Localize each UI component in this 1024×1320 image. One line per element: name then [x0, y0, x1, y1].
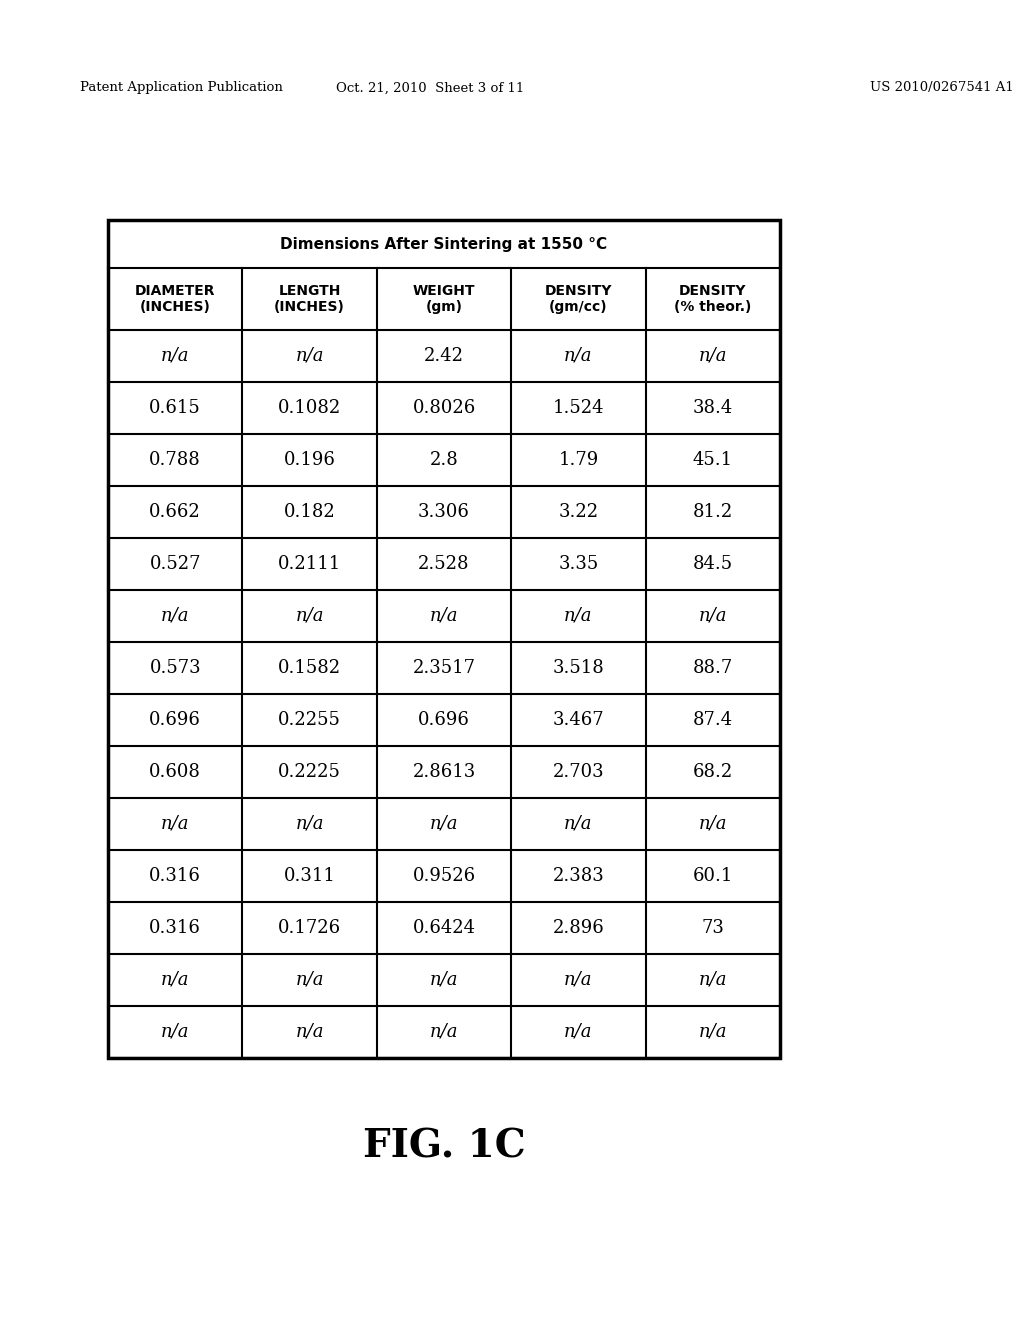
Text: 88.7: 88.7: [692, 659, 733, 677]
Text: 0.573: 0.573: [150, 659, 201, 677]
Text: n/a: n/a: [161, 814, 189, 833]
Text: 0.696: 0.696: [418, 711, 470, 729]
Text: n/a: n/a: [430, 972, 459, 989]
Text: 0.662: 0.662: [150, 503, 201, 521]
Text: 3.467: 3.467: [553, 711, 604, 729]
Text: 68.2: 68.2: [692, 763, 733, 781]
Text: 0.6424: 0.6424: [413, 919, 475, 937]
Text: 2.42: 2.42: [424, 347, 464, 366]
Text: 0.788: 0.788: [150, 451, 201, 469]
Text: 45.1: 45.1: [693, 451, 733, 469]
Text: Dimensions After Sintering at 1550 °C: Dimensions After Sintering at 1550 °C: [281, 236, 607, 252]
Text: 0.311: 0.311: [284, 867, 336, 884]
Text: US 2010/0267541 A1: US 2010/0267541 A1: [870, 82, 1014, 95]
Text: 0.196: 0.196: [284, 451, 336, 469]
Text: 0.615: 0.615: [150, 399, 201, 417]
Text: 0.608: 0.608: [150, 763, 201, 781]
Text: 0.2225: 0.2225: [279, 763, 341, 781]
Text: n/a: n/a: [698, 347, 727, 366]
Text: 0.2111: 0.2111: [278, 554, 341, 573]
Text: 0.182: 0.182: [284, 503, 336, 521]
Text: 0.2255: 0.2255: [279, 711, 341, 729]
Text: 81.2: 81.2: [692, 503, 733, 521]
Text: 84.5: 84.5: [693, 554, 733, 573]
Text: 2.703: 2.703: [553, 763, 604, 781]
Text: Oct. 21, 2010  Sheet 3 of 11: Oct. 21, 2010 Sheet 3 of 11: [336, 82, 524, 95]
Text: 3.306: 3.306: [418, 503, 470, 521]
Text: 87.4: 87.4: [693, 711, 733, 729]
Text: 0.1582: 0.1582: [279, 659, 341, 677]
Text: n/a: n/a: [430, 607, 459, 624]
Bar: [108, 220, 780, 1059]
Text: 3.35: 3.35: [558, 554, 598, 573]
Text: n/a: n/a: [430, 814, 459, 833]
Text: DENSITY
(gm/cc): DENSITY (gm/cc): [545, 284, 612, 314]
Text: n/a: n/a: [564, 607, 593, 624]
Text: n/a: n/a: [564, 347, 593, 366]
Text: 0.527: 0.527: [150, 554, 201, 573]
Text: n/a: n/a: [564, 1023, 593, 1041]
Text: n/a: n/a: [698, 814, 727, 833]
Text: n/a: n/a: [295, 607, 324, 624]
Text: 0.316: 0.316: [150, 867, 201, 884]
Text: 60.1: 60.1: [692, 867, 733, 884]
Text: n/a: n/a: [564, 972, 593, 989]
Text: 2.896: 2.896: [553, 919, 604, 937]
Text: n/a: n/a: [161, 347, 189, 366]
Text: 0.9526: 0.9526: [413, 867, 475, 884]
Text: n/a: n/a: [564, 814, 593, 833]
Text: LENGTH
(INCHES): LENGTH (INCHES): [274, 284, 345, 314]
Text: 1.79: 1.79: [558, 451, 598, 469]
Text: DENSITY
(% theor.): DENSITY (% theor.): [674, 284, 752, 314]
Text: 2.3517: 2.3517: [413, 659, 475, 677]
Text: 2.8613: 2.8613: [413, 763, 475, 781]
Text: n/a: n/a: [295, 972, 324, 989]
Text: n/a: n/a: [295, 1023, 324, 1041]
Text: DIAMETER
(INCHES): DIAMETER (INCHES): [135, 284, 215, 314]
Text: 0.316: 0.316: [150, 919, 201, 937]
Text: 0.1726: 0.1726: [279, 919, 341, 937]
Text: n/a: n/a: [698, 1023, 727, 1041]
Text: 2.383: 2.383: [553, 867, 604, 884]
Text: 2.528: 2.528: [418, 554, 470, 573]
Text: n/a: n/a: [430, 1023, 459, 1041]
Text: FIG. 1C: FIG. 1C: [362, 1129, 525, 1166]
Text: n/a: n/a: [161, 1023, 189, 1041]
Text: 0.1082: 0.1082: [278, 399, 341, 417]
Text: n/a: n/a: [161, 972, 189, 989]
Text: 2.8: 2.8: [430, 451, 459, 469]
Text: 1.524: 1.524: [553, 399, 604, 417]
Text: WEIGHT
(gm): WEIGHT (gm): [413, 284, 475, 314]
Text: 3.22: 3.22: [558, 503, 598, 521]
Text: 0.696: 0.696: [150, 711, 201, 729]
Text: n/a: n/a: [295, 814, 324, 833]
Text: n/a: n/a: [698, 972, 727, 989]
Text: Patent Application Publication: Patent Application Publication: [80, 82, 283, 95]
Text: 73: 73: [701, 919, 724, 937]
Text: n/a: n/a: [698, 607, 727, 624]
Text: 38.4: 38.4: [692, 399, 733, 417]
Text: 3.518: 3.518: [553, 659, 604, 677]
Text: 0.8026: 0.8026: [413, 399, 475, 417]
Text: n/a: n/a: [161, 607, 189, 624]
Text: n/a: n/a: [295, 347, 324, 366]
